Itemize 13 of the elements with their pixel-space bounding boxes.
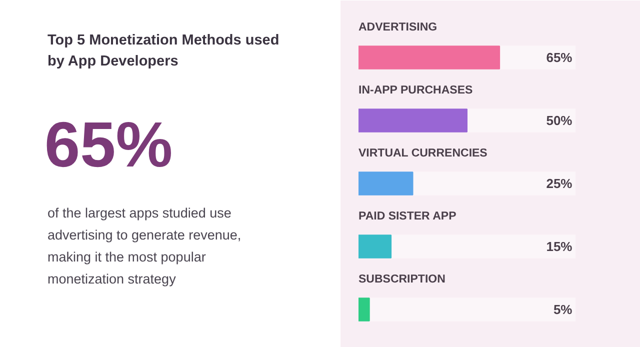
data-label: 25% <box>546 176 573 192</box>
text: Top 5 Monetization Methods used by App Developers <box>48 32 280 70</box>
y-tick-label: SUBSCRIPTION <box>358 274 446 286</box>
y-tick-label: IN-APP PURCHASES <box>358 84 473 97</box>
text: 65% <box>44 108 173 180</box>
text: of the largest apps studied use advertising to generate revenue, making it the most popular monetization strategy <box>48 206 242 286</box>
data-label: 50% <box>546 113 573 128</box>
y-tick-label: VIRTUAL CURRENCIES <box>358 148 488 160</box>
data-label: 65% <box>546 50 573 66</box>
y-tick-label: PAID SISTER APP <box>358 210 457 223</box>
data-label: 15% <box>546 239 573 254</box>
y-tick-label: ADVERTISING <box>358 22 438 34</box>
data-label: 5% <box>553 302 573 318</box>
